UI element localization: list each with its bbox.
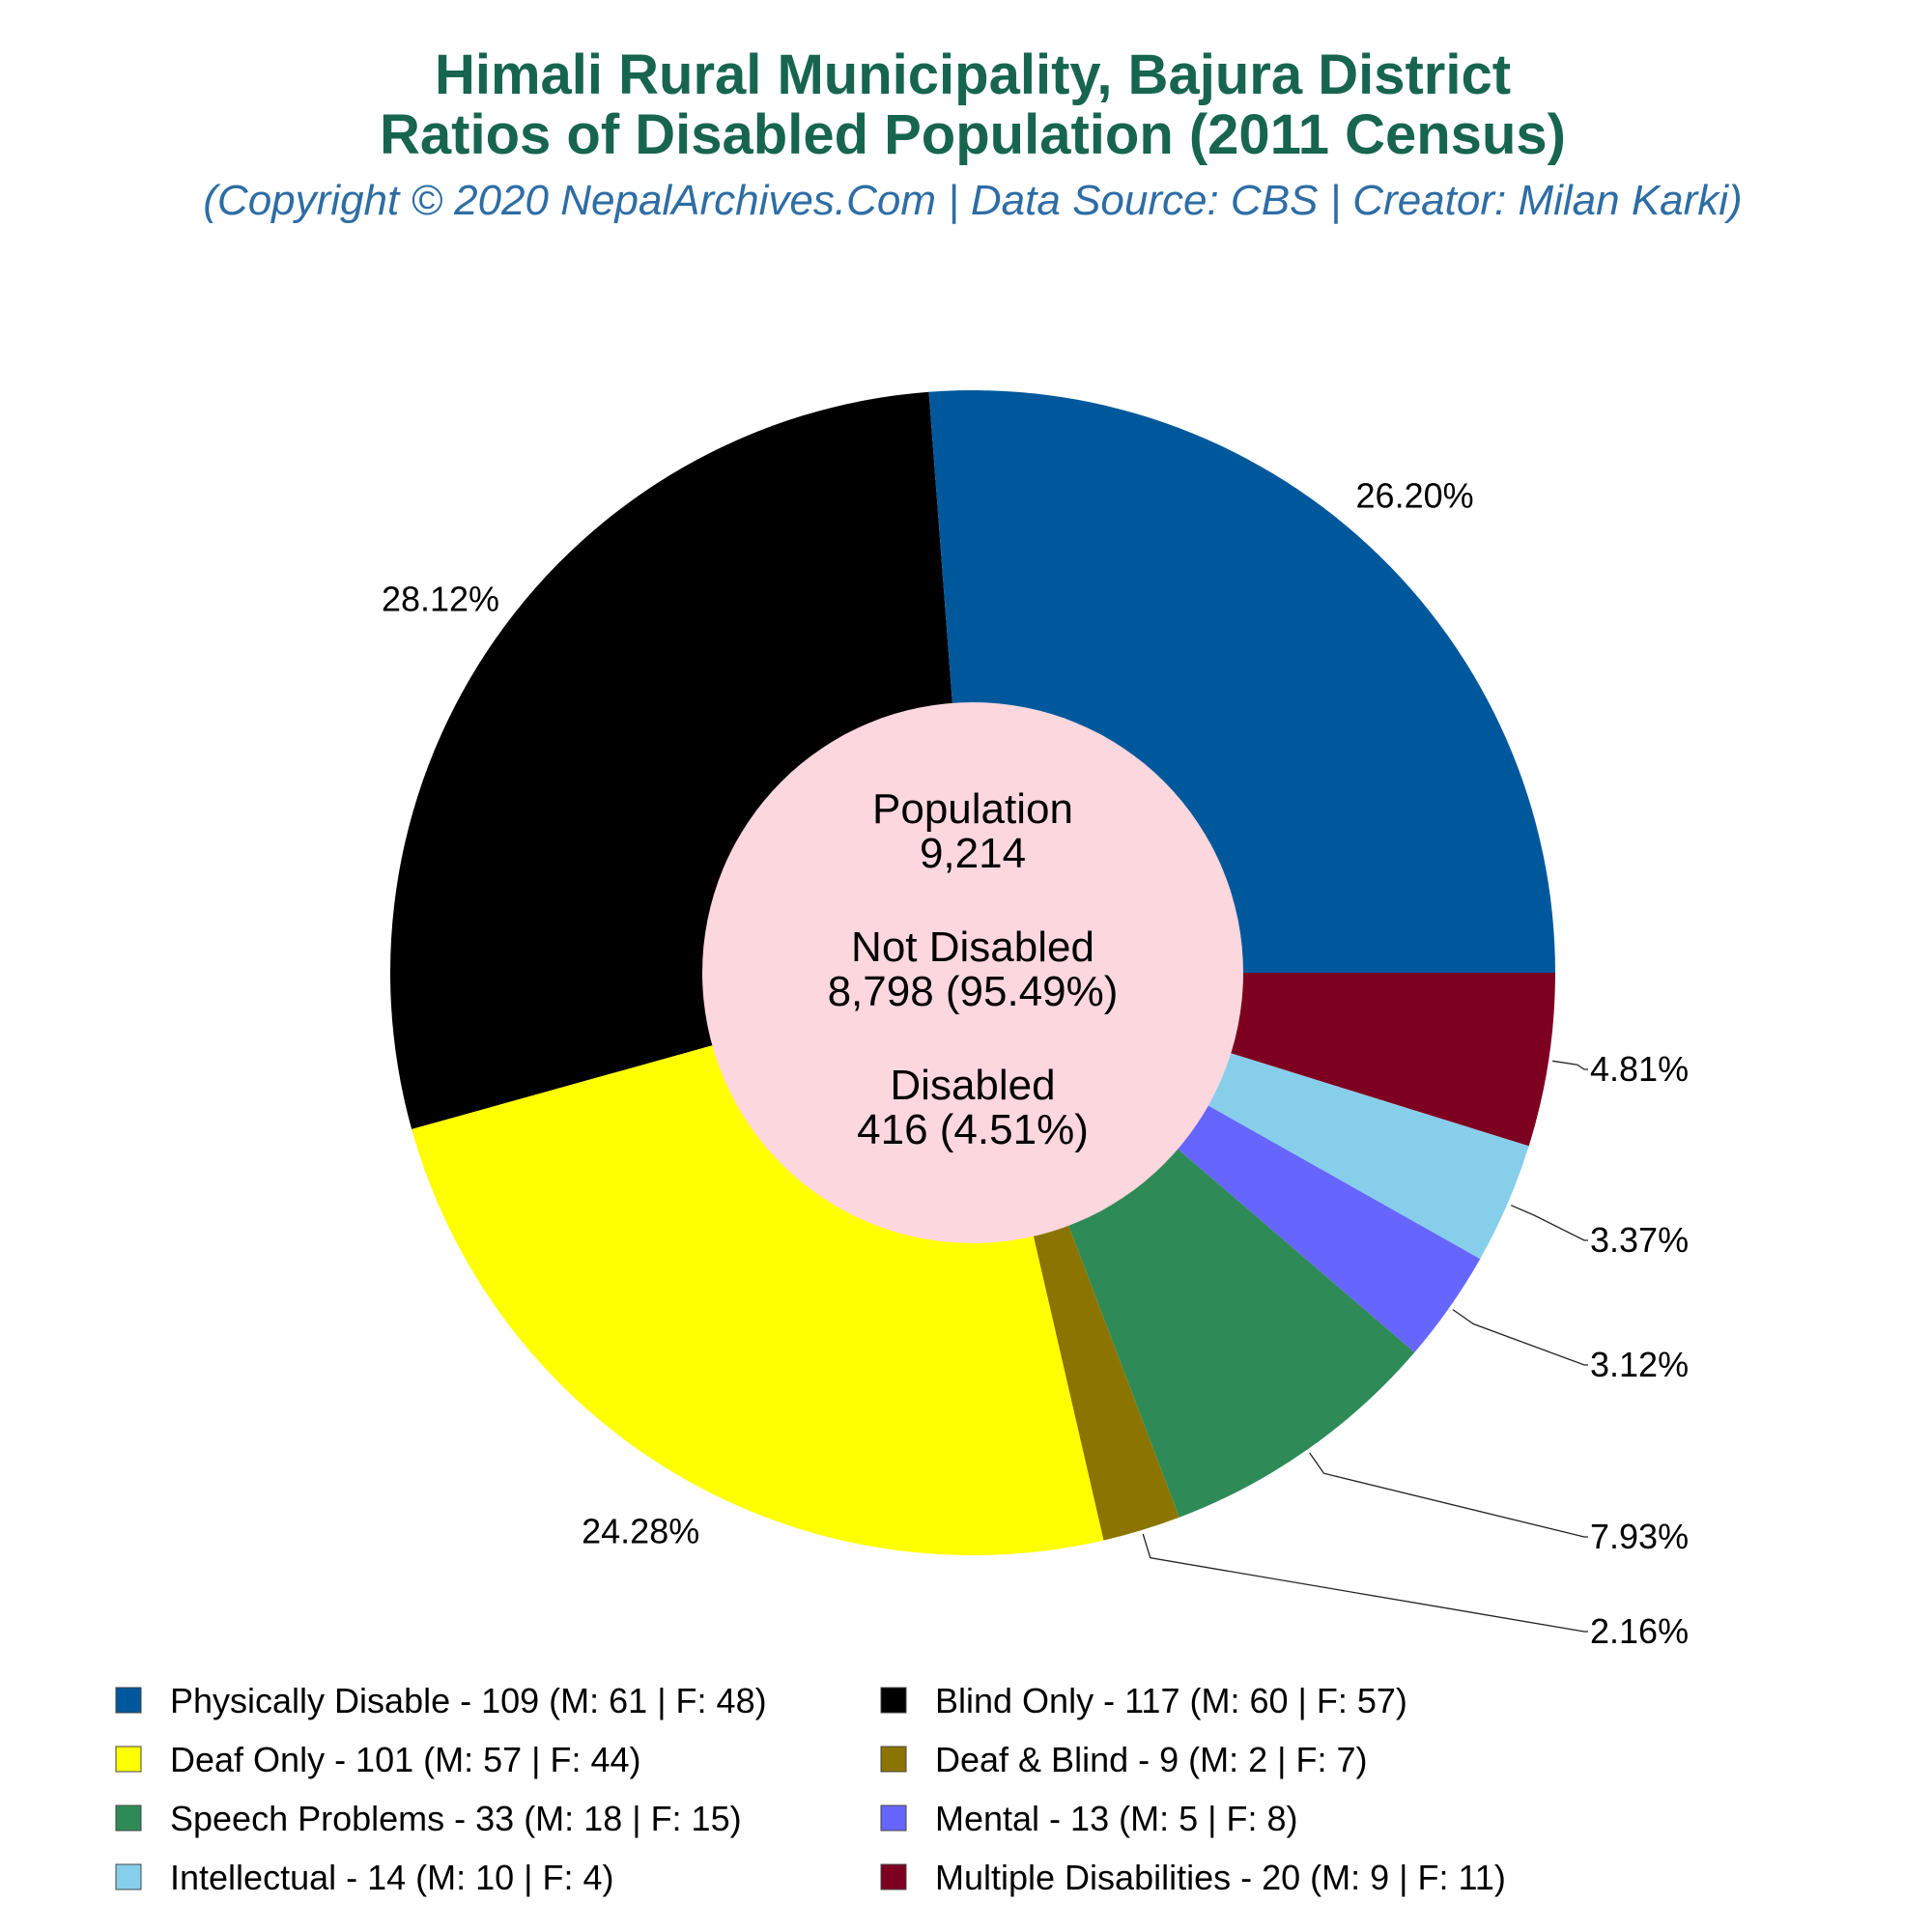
chart-title-line1: Himali Rural Municipality, Bajura Distri… [435, 43, 1511, 106]
legend-label: Multiple Disabilities - 20 (M: 9 | F: 11… [935, 1858, 1506, 1897]
slice-percent-label: 3.37% [1590, 1220, 1689, 1260]
legend-label: Blind Only - 117 (M: 60 | F: 57) [935, 1681, 1407, 1720]
chart-title-line2: Ratios of Disabled Population (2011 Cens… [380, 103, 1566, 166]
chart-subtitle: (Copyright © 2020 NepalArchives.Com | Da… [203, 177, 1742, 224]
legend-label: Physically Disable - 109 (M: 61 | F: 48) [170, 1681, 767, 1720]
center-disabled-value: 416 (4.51%) [857, 1106, 1089, 1153]
center-disabled-label: Disabled [890, 1062, 1055, 1109]
legend-label: Speech Problems - 33 (M: 18 | F: 15) [170, 1799, 742, 1838]
leader-line [1309, 1452, 1588, 1538]
leader-line [1552, 1060, 1588, 1070]
legend: Physically Disable - 109 (M: 61 | F: 48)… [115, 1681, 1506, 1897]
legend-label: Intellectual - 14 (M: 10 | F: 4) [170, 1858, 614, 1897]
legend-swatch [880, 1687, 907, 1714]
legend-swatch [115, 1687, 142, 1714]
label-leader-lines [1142, 1060, 1588, 1633]
center-not-disabled-label: Not Disabled [851, 923, 1094, 971]
legend-swatch [880, 1804, 907, 1832]
legend-swatch [115, 1804, 142, 1832]
slice-percent-label: 28.12% [382, 580, 499, 619]
slice-percent-label: 26.20% [1356, 476, 1474, 516]
legend-swatch [880, 1863, 907, 1890]
slice-percent-label: 2.16% [1590, 1611, 1689, 1651]
leader-line [1510, 1205, 1588, 1241]
legend-label: Deaf & Blind - 9 (M: 2 | F: 7) [935, 1740, 1368, 1779]
slice-percent-label: 4.81% [1590, 1049, 1689, 1089]
center-circle [702, 702, 1243, 1243]
percent-labels: 4.81% 3.37% 3.12% 7.93% 2.16% 24.28% 28.12% 26.… [382, 476, 1689, 1652]
center-population-value: 9,214 [920, 830, 1026, 877]
slice-percent-label: 24.28% [582, 1512, 699, 1551]
slice-percent-label: 3.12% [1590, 1345, 1689, 1384]
legend-swatch [880, 1746, 907, 1773]
center-population-label: Population [872, 785, 1073, 833]
slice-percent-label: 7.93% [1590, 1517, 1689, 1556]
leader-line [1142, 1533, 1588, 1633]
legend-label: Deaf Only - 101 (M: 57 | F: 44) [170, 1740, 641, 1779]
center-not-disabled-value: 8,798 (95.49%) [828, 968, 1119, 1015]
legend-label: Mental - 13 (M: 5 | F: 8) [935, 1799, 1297, 1838]
legend-swatch [115, 1863, 142, 1890]
leader-line [1452, 1309, 1588, 1366]
legend-swatch [115, 1746, 142, 1773]
